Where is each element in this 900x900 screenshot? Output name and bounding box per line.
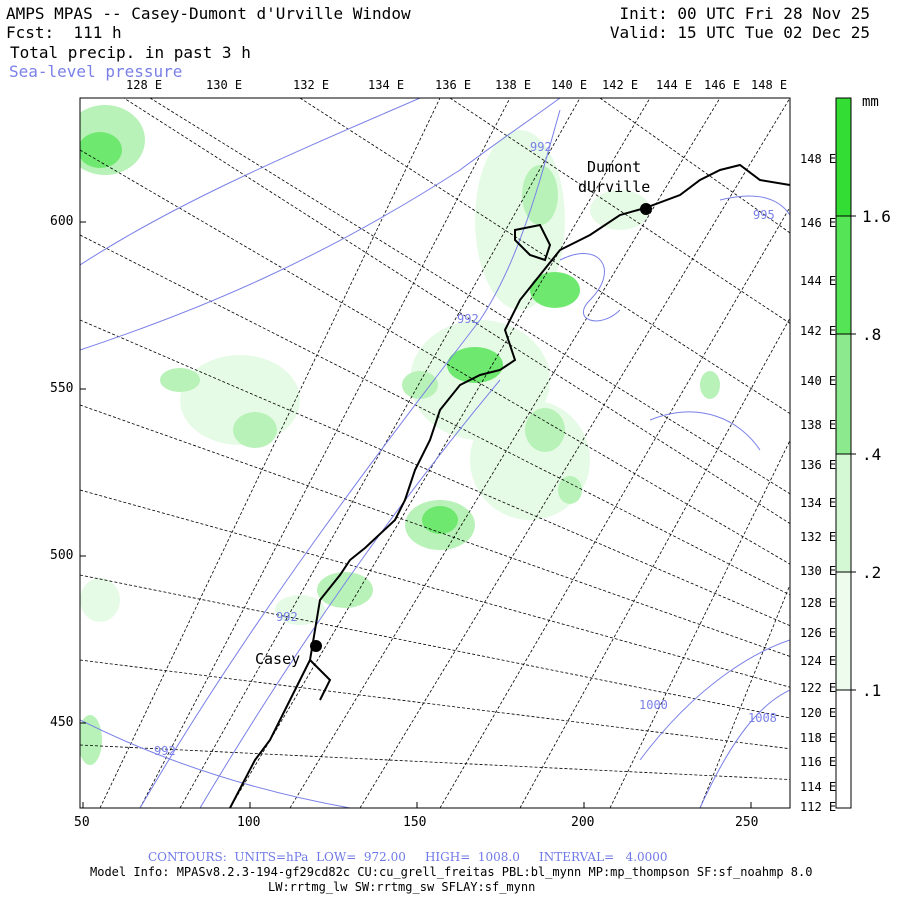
right-lon-label: 130 E [800,564,837,578]
coastline [229,163,790,808]
x-tick-label: 150 [403,815,427,830]
colorbar-unit: mm [862,94,879,110]
isobar-label: 992 [530,140,552,154]
model-info-line2: LW:rrtmg_lw SW:rrtmg_sw SFLAY:sf_mynn [268,880,536,894]
valid-time: Valid: 15 UTC Tue 02 Dec 25 [609,23,870,42]
isobar-label: 992 [154,744,176,758]
top-lon-label: 140 E [551,78,588,92]
lat-lon-grid [80,98,790,808]
model-info: Model Info: MPASv8.2.3-194-gf29cd82c CU:… [90,865,813,879]
map-title: AMPS MPAS -- Casey-Dumont d'Urville Wind… [6,4,411,23]
right-lon-label: 140 E [800,374,837,388]
init-time: Init: 00 UTC Fri 28 Nov 25 [619,4,870,23]
y-tick-label: 500 [50,548,74,563]
top-lon-label: 132 E [293,78,330,92]
top-lon-label: 142 E [602,78,639,92]
isobar-label: 1000 [639,698,668,712]
colorbar [835,97,856,809]
y-tick-label: 450 [50,715,74,730]
right-lon-label: 124 E [800,654,837,668]
isobars [80,98,790,808]
y-tick-label: 550 [50,381,74,396]
top-lon-label: 148 E [751,78,788,92]
colorbar-label: .4 [862,445,882,464]
right-lon-label: 122 E [800,681,837,695]
isobar-label: 992 [457,312,479,326]
right-lon-label: 142 E [800,324,837,338]
top-lon-label: 134 E [368,78,405,92]
x-tick-label: 250 [735,815,759,830]
right-lon-label: 126 E [800,626,837,640]
right-lon-label: 118 E [800,731,837,745]
isobar-label: 1008 [748,711,777,725]
top-lon-label: 128 E [126,78,163,92]
forecast-hour: Fcst: 111 h [6,23,122,42]
right-lon-label: 144 E [800,274,837,288]
dumont-station-marker [640,203,652,215]
right-lon-label: 138 E [800,418,837,432]
top-lon-label: 146 E [704,78,741,92]
x-tick-label: 100 [237,815,261,830]
isobar-label: 992 [276,610,298,624]
right-lon-label: 116 E [800,755,837,769]
x-tick-label: 200 [571,815,595,830]
right-lon-label: 120 E [800,706,837,720]
precip-field [80,105,720,765]
right-lon-label: 112 E [800,800,837,814]
y-tick-label: 600 [50,214,74,229]
contours-info: CONTOURS: UNITS=hPa LOW= 972.00 HIGH= 10… [148,850,668,864]
casey-station-label: Casey [255,650,301,668]
top-lon-label: 130 E [206,78,243,92]
shaded-field-label: Total precip. in past 3 h [10,43,251,62]
colorbar-label: .1 [862,681,882,700]
colorbar-label: 1.6 [862,207,891,226]
x-tick-label: 50 [74,815,90,830]
right-lon-label: 114 E [800,780,837,794]
plot-frame [79,97,791,809]
colorbar-label: .2 [862,563,882,582]
right-lon-label: 146 E [800,216,837,230]
colorbar-label: .8 [862,325,882,344]
isobar-label: 995 [753,208,775,222]
right-lon-label: 136 E [800,458,837,472]
axis-ticks [80,221,752,808]
top-lon-label: 136 E [435,78,472,92]
right-lon-label: 148 E [800,152,837,166]
dumont-station-label-line1: Dumont [587,158,642,176]
right-lon-label: 128 E [800,596,837,610]
dumont-station-label-line2: dUrville [578,178,651,196]
casey-station-marker [310,640,322,652]
right-lon-label: 134 E [800,496,837,510]
top-lon-label: 138 E [495,78,532,92]
contour-field-label: Sea-level pressure [9,62,183,81]
right-lon-label: 132 E [800,530,837,544]
top-lon-label: 144 E [656,78,693,92]
